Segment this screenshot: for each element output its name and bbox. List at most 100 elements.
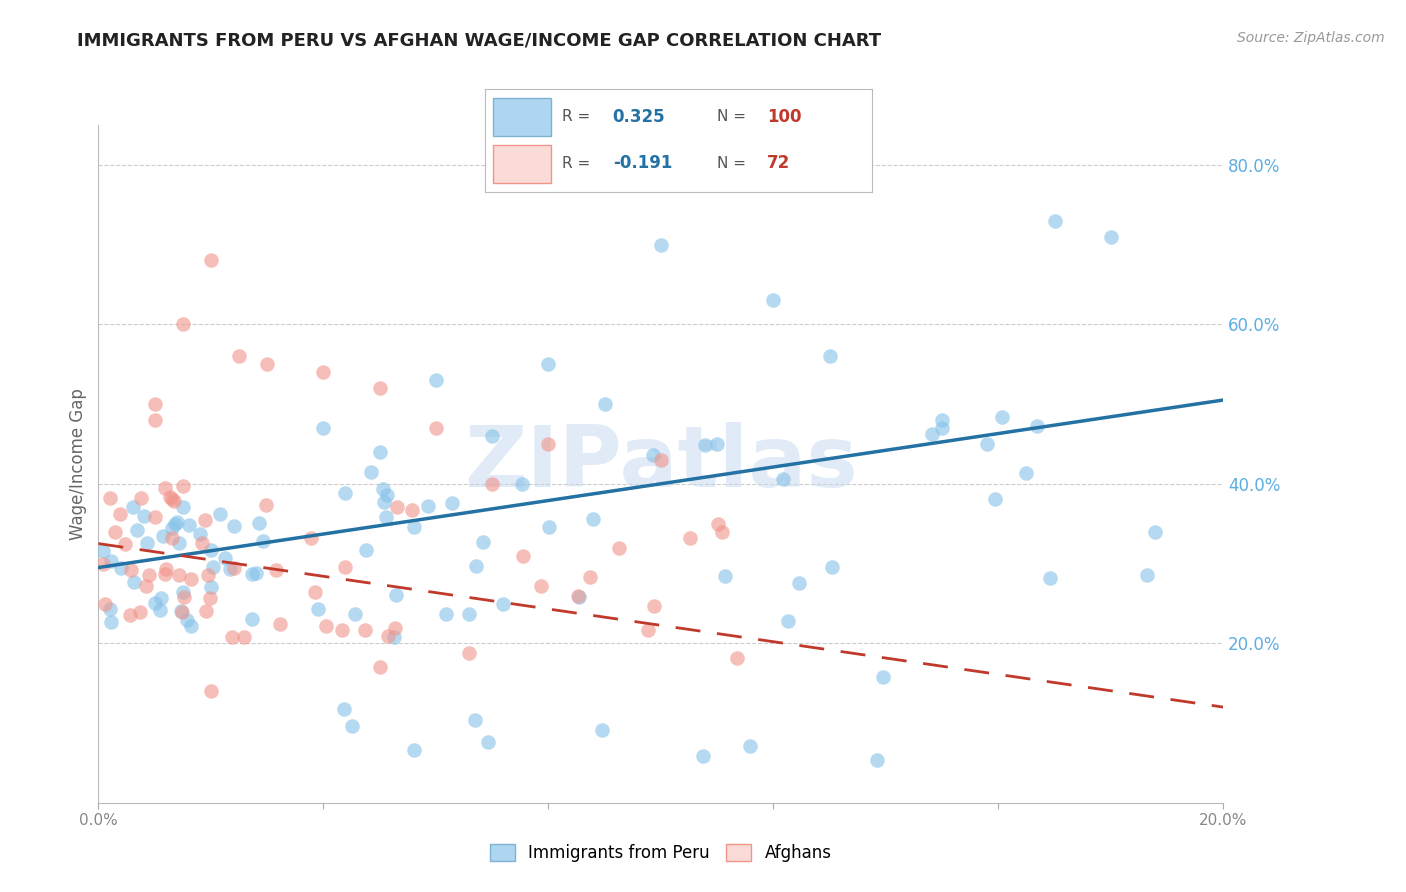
Point xyxy=(776,614,799,628)
Point xyxy=(159,491,181,505)
Point xyxy=(1143,524,1166,539)
Point xyxy=(377,629,399,643)
Point xyxy=(127,523,149,537)
Point xyxy=(344,607,367,621)
Point xyxy=(307,601,329,615)
FancyBboxPatch shape xyxy=(492,98,551,136)
Point xyxy=(254,498,277,512)
Point xyxy=(299,531,322,545)
Text: N =: N = xyxy=(717,110,747,124)
Point xyxy=(333,560,356,574)
Point xyxy=(256,357,278,371)
Point xyxy=(221,630,243,644)
Point xyxy=(373,494,395,508)
Point xyxy=(91,543,114,558)
Point xyxy=(384,621,406,635)
Point xyxy=(91,558,114,572)
Point xyxy=(593,397,616,411)
Point xyxy=(368,381,391,395)
Point xyxy=(434,607,457,621)
Point xyxy=(304,585,326,599)
Point xyxy=(384,631,406,645)
Point xyxy=(530,579,553,593)
Point xyxy=(143,413,166,427)
Point xyxy=(200,581,222,595)
Point xyxy=(492,597,515,611)
Point xyxy=(650,237,672,252)
Point xyxy=(269,616,291,631)
Point xyxy=(104,524,127,539)
Point xyxy=(180,619,202,633)
Point xyxy=(149,603,172,617)
Text: N =: N = xyxy=(717,155,747,170)
Point xyxy=(179,572,201,586)
Point xyxy=(150,591,173,605)
Point xyxy=(330,623,353,637)
Point xyxy=(179,518,201,533)
Point xyxy=(143,397,166,411)
Point xyxy=(135,579,157,593)
Point xyxy=(537,519,560,533)
Point xyxy=(368,660,391,674)
Point xyxy=(245,566,267,580)
Point xyxy=(209,507,232,521)
Point xyxy=(132,508,155,523)
Point xyxy=(252,534,274,549)
Point xyxy=(172,479,194,493)
Point xyxy=(100,615,122,629)
Point xyxy=(921,426,943,441)
Point xyxy=(202,559,225,574)
Point xyxy=(222,518,245,533)
Point xyxy=(143,510,166,524)
Text: 0.325: 0.325 xyxy=(613,108,665,126)
Point xyxy=(1015,466,1038,480)
Point xyxy=(762,293,785,308)
Point xyxy=(402,743,425,757)
Point xyxy=(194,513,217,527)
Point xyxy=(821,559,844,574)
Point xyxy=(100,491,122,505)
Point xyxy=(247,516,270,530)
Point xyxy=(114,537,136,551)
Point xyxy=(176,613,198,627)
Point xyxy=(567,589,589,603)
Text: R =: R = xyxy=(562,110,591,124)
Point xyxy=(136,536,159,550)
Point xyxy=(332,702,354,716)
Legend: Immigrants from Peru, Afghans: Immigrants from Peru, Afghans xyxy=(484,838,838,869)
Point xyxy=(984,491,1007,506)
Point xyxy=(707,516,730,531)
Point xyxy=(200,253,222,268)
Point xyxy=(98,601,121,615)
Point xyxy=(481,476,503,491)
Point xyxy=(163,493,186,508)
Point xyxy=(173,590,195,604)
Point xyxy=(643,599,665,614)
Point xyxy=(931,420,953,434)
Point xyxy=(772,472,794,486)
Point xyxy=(1026,419,1049,434)
Point xyxy=(129,605,152,619)
Point xyxy=(374,510,396,524)
Point xyxy=(198,591,221,605)
Point xyxy=(373,483,395,497)
Point xyxy=(312,365,335,379)
Point xyxy=(607,541,630,555)
Point xyxy=(356,542,378,557)
Point xyxy=(155,562,177,576)
Text: 72: 72 xyxy=(768,154,790,172)
Point xyxy=(581,512,603,526)
Point xyxy=(579,569,602,583)
Point xyxy=(738,739,761,754)
Point xyxy=(131,491,153,505)
Text: -0.191: -0.191 xyxy=(613,154,672,172)
Point xyxy=(122,500,145,515)
Text: 100: 100 xyxy=(768,108,801,126)
Point xyxy=(375,488,398,502)
Point xyxy=(990,409,1012,424)
Point xyxy=(333,486,356,500)
Point xyxy=(537,437,560,451)
Point xyxy=(1039,571,1062,585)
Point xyxy=(401,502,423,516)
Point xyxy=(725,651,748,665)
